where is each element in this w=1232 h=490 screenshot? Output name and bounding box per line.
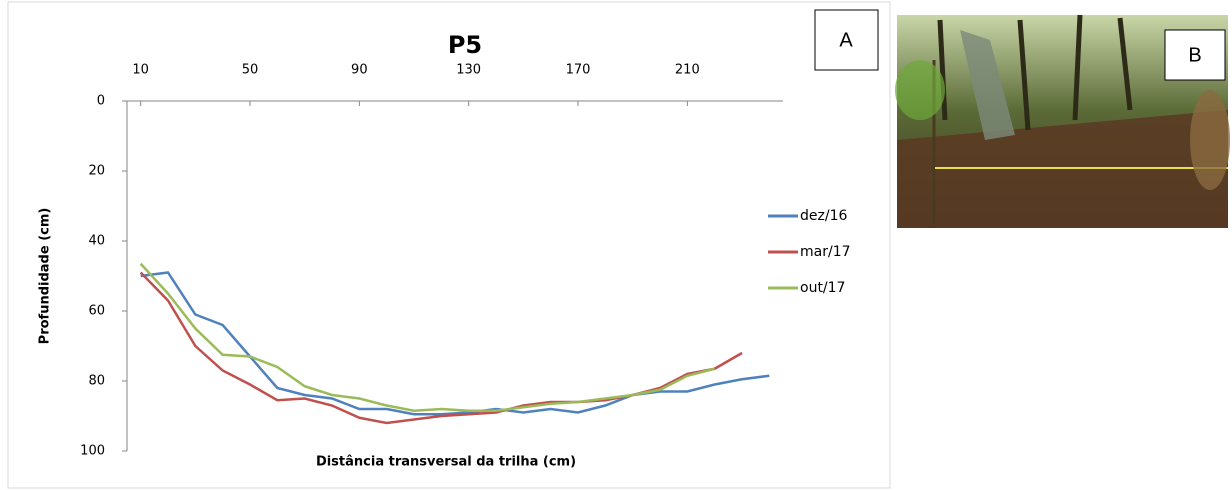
x-axis-label: Distância transversal da trilha (cm) bbox=[316, 455, 576, 470]
y-tick-label: 20 bbox=[88, 164, 105, 179]
x-tick-label: 170 bbox=[566, 63, 591, 78]
legend-label: mar/17 bbox=[800, 244, 851, 260]
x-tick-label: 50 bbox=[242, 63, 259, 78]
data-line bbox=[140, 271, 770, 416]
y-tick-label: 0 bbox=[97, 94, 105, 109]
x-tick-label: 130 bbox=[456, 63, 481, 78]
chart-title: P5 bbox=[448, 31, 482, 59]
panel-label-box bbox=[814, 9, 879, 71]
x-tick-label: 90 bbox=[351, 63, 368, 78]
y-tick-label: 40 bbox=[88, 234, 105, 249]
y-tick-label: 80 bbox=[88, 374, 105, 389]
panel-label: A bbox=[839, 29, 853, 51]
x-tick-label: 210 bbox=[675, 63, 700, 78]
panel-label-box bbox=[1164, 29, 1226, 81]
y-tick-label: 60 bbox=[88, 304, 105, 319]
y-tick-label: 100 bbox=[80, 444, 105, 459]
photo bbox=[895, 14, 1230, 228]
legend-label: out/17 bbox=[800, 280, 845, 296]
x-tick-label: 10 bbox=[132, 63, 149, 78]
data-line bbox=[139, 262, 715, 413]
y-axis-label: Profundidade (cm) bbox=[38, 208, 53, 345]
legend-label: dez/16 bbox=[800, 208, 847, 224]
panel-label: B bbox=[1188, 44, 1201, 66]
chart-frame bbox=[7, 1, 891, 489]
